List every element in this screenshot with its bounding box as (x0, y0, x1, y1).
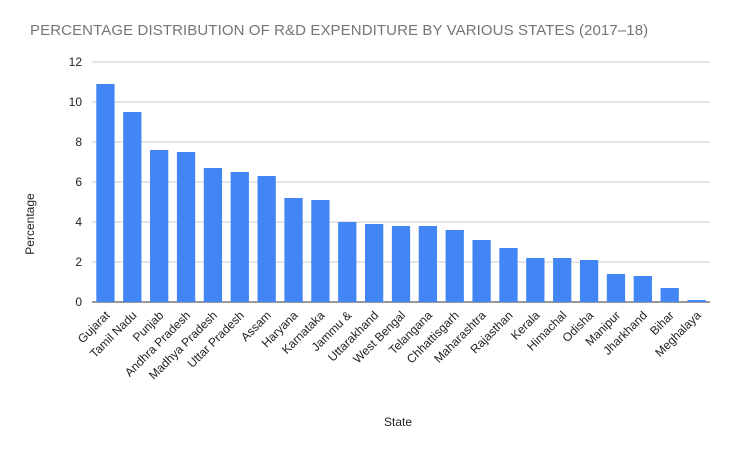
bar-maharashtra (472, 240, 491, 302)
x-axis-label: State (384, 415, 412, 429)
bar-andhra-pradesh (176, 152, 196, 302)
bar-madhya-pradesh (203, 168, 223, 302)
y-tick-label: 4 (75, 215, 82, 229)
bar-uttarakhand (364, 224, 384, 302)
y-axis-label: Percentage (23, 193, 37, 255)
bar-chhattisgarh (445, 230, 464, 302)
y-tick-label: 0 (75, 295, 82, 309)
bar-gujarat (96, 84, 115, 302)
y-tick-label: 8 (75, 135, 82, 149)
bar-punjab (150, 150, 169, 302)
bar-haryana (284, 198, 303, 302)
y-tick-label: 6 (75, 175, 82, 189)
bar-jharkhand (633, 276, 652, 302)
y-tick-label: 12 (69, 55, 83, 69)
bar-bihar (660, 288, 679, 302)
bars (96, 84, 706, 302)
y-axis-ticks: 0 2 4 6 8 10 12 (69, 55, 83, 309)
bar-manipur (606, 274, 626, 302)
bar-assam (257, 176, 276, 302)
bar-tamil-nadu (123, 112, 142, 302)
y-tick-label: 10 (69, 95, 83, 109)
bar-meghalaya (687, 300, 706, 302)
bar-jammu (338, 222, 357, 302)
bar-west-bengal (391, 226, 411, 302)
bar-kerala (526, 258, 545, 302)
bar-odisha (579, 260, 599, 302)
bar-himachal (553, 258, 572, 302)
bar-karnataka (311, 200, 330, 302)
bar-rajasthan (499, 248, 518, 302)
y-tick-label: 2 (75, 255, 82, 269)
bar-telangana (418, 226, 438, 302)
chart-title: PERCENTAGE DISTRIBUTION OF R&D EXPENDITU… (30, 22, 649, 39)
bar-uttar-pradesh (230, 172, 249, 302)
